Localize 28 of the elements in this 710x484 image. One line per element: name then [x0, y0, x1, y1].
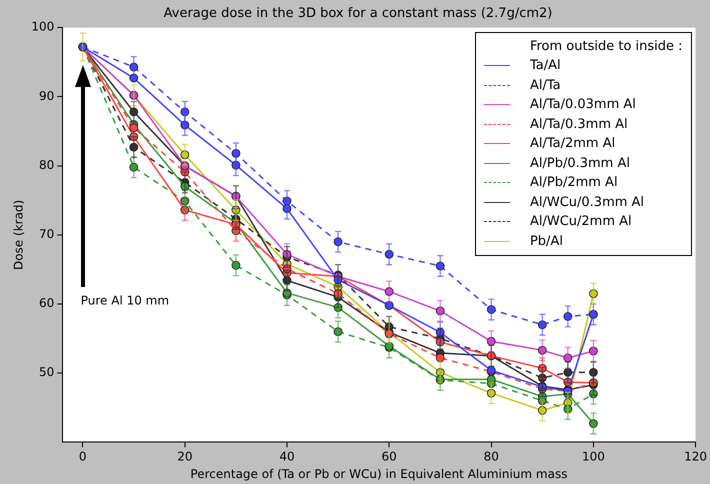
y-tick-label: 100	[31, 20, 54, 34]
x-axis-title: Percentage of (Ta or Pb or WCu) in Equivalent Aluminium mass	[190, 466, 568, 481]
y-tick-label: 90	[39, 88, 54, 103]
legend-label: Pb/Al	[530, 232, 563, 251]
x-tick-label: 100	[582, 450, 605, 464]
legend-label: Al/Ta/0.03mm Al	[530, 96, 636, 114]
y-axis-title: Dose (krad)	[11, 200, 26, 270]
legend-title: From outside to inside :	[528, 38, 683, 56]
legend-label: Ta/Al	[530, 57, 561, 76]
legend-label: Al/WCu/2mm Al	[530, 213, 632, 232]
x-tick-label: 60	[382, 450, 397, 464]
y-tick-label: 50	[39, 365, 54, 380]
legend-label: Al/Pb/0.3mm Al	[530, 154, 630, 173]
legend-label: Al/Ta/0.3mm Al	[530, 116, 628, 134]
y-tick-label: 60	[39, 296, 54, 310]
legend-label: Al/WCu/0.3mm Al	[530, 194, 644, 212]
x-tick-label: 0	[78, 450, 87, 464]
chart-title: Average dose in the 3D box for a constant mass (2.7g/cm2)	[164, 6, 552, 22]
legend-label: Al/Ta	[530, 76, 561, 95]
y-tick-label: 70	[39, 227, 54, 242]
legend-label: Al/Pb/2mm Al	[530, 174, 618, 192]
y-tick-label: 80	[39, 158, 54, 172]
x-tick-label: 80	[484, 450, 499, 464]
x-tick-label: 40	[279, 450, 295, 464]
legend-label: Al/Ta/2mm Al	[530, 135, 616, 154]
x-tick-label: 120	[684, 450, 707, 464]
x-tick-label: 20	[177, 450, 193, 464]
annotation: Pure Al 10 mm	[80, 293, 170, 308]
